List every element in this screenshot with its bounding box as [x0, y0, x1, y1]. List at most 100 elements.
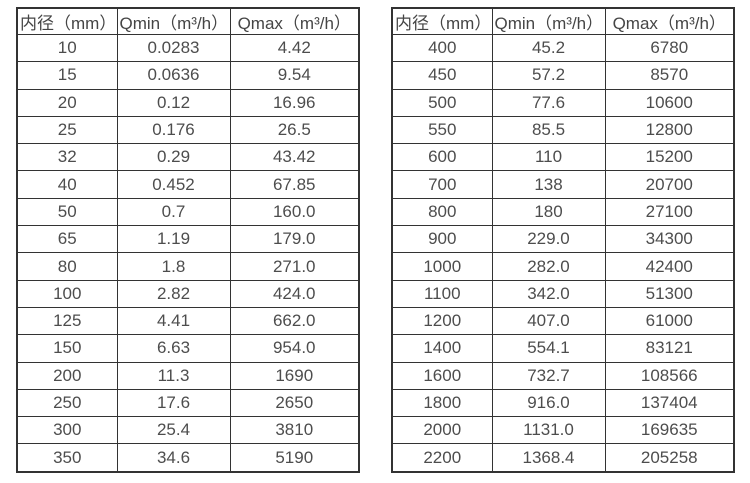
table-cell: 6.63: [116, 334, 231, 363]
header-row: 内径（mm） Qmin（m³/h） Qmax（m³/h）: [391, 7, 735, 35]
table-row: 65 1.19 179.0: [16, 225, 360, 254]
table-cell: 150: [16, 334, 118, 363]
table-cell: 0.0636: [116, 61, 231, 90]
table-cell: 15200: [604, 143, 735, 172]
table-cell: 180: [491, 197, 606, 227]
table-cell: 50: [16, 197, 118, 227]
header-cell: Qmax（m³/h）: [229, 7, 360, 35]
table-cell: 32: [16, 143, 118, 172]
table-cell: 550: [391, 115, 493, 145]
table-cell: 2200: [391, 443, 493, 473]
table-cell: 200: [16, 361, 118, 390]
table-cell: 16.96: [229, 88, 360, 117]
table-cell: 25.4: [116, 416, 231, 445]
table-row: 200 11.3 1690: [16, 361, 360, 390]
table-cell: 20: [16, 88, 118, 117]
table-row: 15 0.0636 9.54: [16, 61, 360, 90]
header-cell: 内径（mm）: [16, 7, 118, 35]
table-cell: 100: [16, 279, 118, 308]
table-row: 150 6.63 954.0: [16, 334, 360, 363]
table-cell: 500: [391, 88, 493, 117]
table-cell: 1200: [391, 306, 493, 336]
table-row: 400 45.2 6780: [391, 33, 735, 63]
table-cell: 8570: [604, 61, 735, 90]
table-cell: 83121: [604, 334, 735, 363]
flow-table-small-diameters: 内径（mm） Qmin（m³/h） Qmax（m³/h） 10 0.0283 4.42 15…: [16, 7, 360, 473]
table-row: 2000 1131.0 169635: [391, 416, 735, 445]
table-cell: 400: [391, 33, 493, 63]
table-cell: 450: [391, 61, 493, 90]
table-cell: 85.5: [491, 115, 606, 145]
table-cell: 2650: [229, 388, 360, 418]
table-cell: 51300: [604, 279, 735, 308]
table-cell: 1100: [391, 279, 493, 308]
table-cell: 110: [491, 143, 606, 172]
table-cell: 160.0: [229, 197, 360, 227]
table-row: 1400 554.1 83121: [391, 334, 735, 363]
table-row: 450 57.2 8570: [391, 61, 735, 90]
table-cell: 2.82: [116, 279, 231, 308]
table-cell: 1.8: [116, 252, 231, 281]
header-cell: Qmin（m³/h）: [116, 7, 231, 35]
table-cell: 77.6: [491, 88, 606, 117]
table-cell: 0.12: [116, 88, 231, 117]
table-cell: 11.3: [116, 361, 231, 390]
table-row: 40 0.452 67.85: [16, 170, 360, 199]
table-cell: 0.29: [116, 143, 231, 172]
table-cell: 6780: [604, 33, 735, 63]
table-cell: 138: [491, 170, 606, 199]
table-cell: 800: [391, 197, 493, 227]
table-cell: 40: [16, 170, 118, 199]
table-cell: 0.7: [116, 197, 231, 227]
table-cell: 662.0: [229, 306, 360, 336]
table-cell: 954.0: [229, 334, 360, 363]
table-cell: 61000: [604, 306, 735, 336]
table-row: 600 110 15200: [391, 143, 735, 172]
table-cell: 600: [391, 143, 493, 172]
table-cell: 65: [16, 225, 118, 254]
table-cell: 5190: [229, 443, 360, 473]
table-row: 25 0.176 26.5: [16, 115, 360, 145]
table-row: 100 2.82 424.0: [16, 279, 360, 308]
table-row: 1100 342.0 51300: [391, 279, 735, 308]
table-cell: 125: [16, 306, 118, 336]
table-cell: 342.0: [491, 279, 606, 308]
table-cell: 26.5: [229, 115, 360, 145]
table-cell: 554.1: [491, 334, 606, 363]
table-row: 32 0.29 43.42: [16, 143, 360, 172]
table-cell: 67.85: [229, 170, 360, 199]
table-cell: 1.19: [116, 225, 231, 254]
table-row: 550 85.5 12800: [391, 115, 735, 145]
table-cell: 179.0: [229, 225, 360, 254]
table-row: 300 25.4 3810: [16, 416, 360, 445]
table-cell: 34.6: [116, 443, 231, 473]
table-cell: 57.2: [491, 61, 606, 90]
table-cell: 916.0: [491, 388, 606, 418]
table-row: 900 229.0 34300: [391, 225, 735, 254]
table-row: 800 180 27100: [391, 197, 735, 227]
table-cell: 4.42: [229, 33, 360, 63]
table-cell: 9.54: [229, 61, 360, 90]
table-cell: 27100: [604, 197, 735, 227]
table-row: 125 4.41 662.0: [16, 306, 360, 336]
table-cell: 12800: [604, 115, 735, 145]
table-cell: 4.41: [116, 306, 231, 336]
table-cell: 1400: [391, 334, 493, 363]
table-cell: 3810: [229, 416, 360, 445]
table-cell: 108566: [604, 361, 735, 390]
table-cell: 1600: [391, 361, 493, 390]
table-row: 80 1.8 271.0: [16, 252, 360, 281]
table-cell: 900: [391, 225, 493, 254]
table-cell: 229.0: [491, 225, 606, 254]
header-cell: Qmax（m³/h）: [604, 7, 735, 35]
table-cell: 407.0: [491, 306, 606, 336]
table-row: 20 0.12 16.96: [16, 88, 360, 117]
table-cell: 15: [16, 61, 118, 90]
table-cell: 1000: [391, 252, 493, 281]
table-row: 10 0.0283 4.42: [16, 33, 360, 63]
table-cell: 43.42: [229, 143, 360, 172]
table-cell: 300: [16, 416, 118, 445]
table-cell: 10600: [604, 88, 735, 117]
table-cell: 25: [16, 115, 118, 145]
